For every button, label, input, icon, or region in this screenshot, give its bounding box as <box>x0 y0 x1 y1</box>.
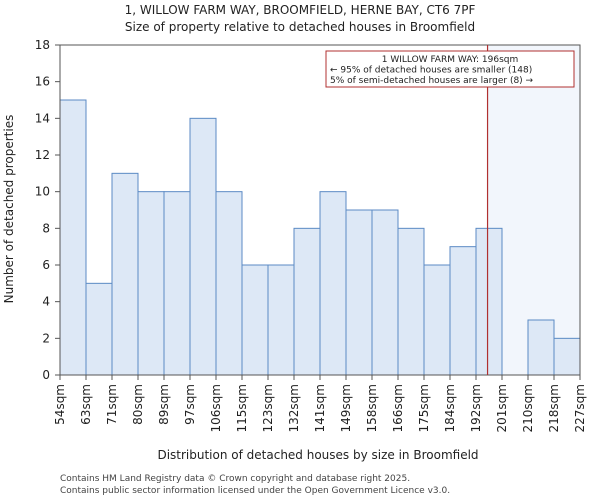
bar-149sqm <box>345 209 373 376</box>
bar-132sqm <box>293 227 321 376</box>
bar-218sqm <box>553 337 581 376</box>
bar-166sqm <box>397 227 425 376</box>
bar-97sqm <box>189 117 217 376</box>
x-tick-label: 89sqm <box>157 384 171 425</box>
x-tick-label: 106sqm <box>209 384 223 432</box>
annotation-line-3: 5% of semi-detached houses are larger (8… <box>330 76 534 86</box>
x-tick-label: 123sqm <box>261 384 275 432</box>
bar-210sqm <box>527 319 555 376</box>
y-tick-label: 6 <box>42 258 50 272</box>
x-tick-label: 218sqm <box>547 384 561 432</box>
x-tick-label: 115sqm <box>235 384 249 432</box>
x-tick-label: 54sqm <box>53 384 67 425</box>
bar-115sqm <box>241 264 269 376</box>
x-tick-label: 97sqm <box>183 384 197 425</box>
x-tick-label: 201sqm <box>495 384 509 432</box>
x-tick-label: 184sqm <box>443 384 457 432</box>
bar-184sqm <box>449 246 477 376</box>
y-tick-label: 10 <box>35 185 50 199</box>
plot-area: 0 2 4 6 8 10 12 14 16 18 54sqm 63sqm 71sqm 80sqm 89sqm… <box>35 38 587 432</box>
annotation-line-1: 1 WILLOW FARM WAY: 196sqm <box>382 55 519 65</box>
x-tick-label: 175sqm <box>417 384 431 432</box>
chart-subtitle: Size of property relative to detached ho… <box>125 20 475 34</box>
y-tick-label: 0 <box>42 368 50 382</box>
x-tick-label: 132sqm <box>287 384 301 432</box>
x-tick-label: 71sqm <box>105 384 119 425</box>
bar-141sqm <box>319 191 347 376</box>
bar-175sqm <box>423 264 451 376</box>
x-tick-label: 141sqm <box>313 384 327 432</box>
bar-80sqm <box>137 191 165 376</box>
footer-line-2: Contains public sector information licen… <box>60 486 450 496</box>
x-tick-label: 210sqm <box>521 384 535 432</box>
bar-123sqm <box>267 264 295 376</box>
bar-71sqm <box>111 172 139 376</box>
x-tick-label: 63sqm <box>79 384 93 425</box>
bar-106sqm <box>215 191 243 376</box>
annotation-box <box>325 50 575 88</box>
y-tick-label: 2 <box>42 331 50 345</box>
bar-89sqm <box>163 191 191 376</box>
bar-54sqm <box>59 99 87 376</box>
x-tick-label: 80sqm <box>131 384 145 425</box>
bar-158sqm <box>371 209 399 376</box>
y-axis-label: Number of detached properties <box>2 115 16 304</box>
x-tick-label: 192sqm <box>469 384 483 432</box>
x-axis-label: Distribution of detached houses by size … <box>157 448 478 462</box>
x-tick-label: 227sqm <box>573 384 587 432</box>
x-tick-label: 166sqm <box>391 384 405 432</box>
y-tick-label: 8 <box>42 221 50 235</box>
y-tick-label: 4 <box>42 295 50 309</box>
x-tick-label: 158sqm <box>365 384 379 432</box>
chart-title: 1, WILLOW FARM WAY, BROOMFIELD, HERNE BA… <box>125 3 476 17</box>
y-tick-label: 12 <box>35 148 50 162</box>
y-tick-label: 18 <box>35 38 50 52</box>
annotation-line-2: ← 95% of detached houses are smaller (14… <box>330 66 532 76</box>
x-tick-label: 149sqm <box>339 384 353 432</box>
footer-line-1: Contains HM Land Registry data © Crown c… <box>60 474 410 484</box>
y-tick-label: 16 <box>35 75 50 89</box>
bar-63sqm <box>85 282 113 376</box>
y-tick-label: 14 <box>35 111 50 125</box>
bar-192sqm <box>475 227 503 376</box>
